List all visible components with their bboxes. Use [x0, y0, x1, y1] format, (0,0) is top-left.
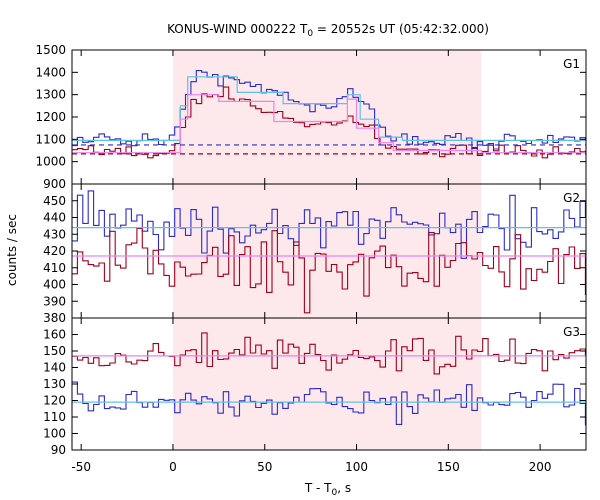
y-tick-label: 130 — [43, 377, 66, 391]
x-tick-label: 50 — [257, 460, 272, 474]
y-tick-label: 440 — [43, 211, 66, 225]
y-tick-label: 410 — [43, 261, 66, 275]
pink-fit-g1 — [72, 94, 586, 154]
x-tick-label: 200 — [529, 460, 552, 474]
y-tick-label: 1500 — [35, 43, 66, 57]
x-axis-label: T - T0, s — [304, 481, 351, 498]
red-light-curve-g2 — [72, 227, 586, 314]
panel-g2-plot — [72, 184, 586, 318]
panel-label-g3: G3 — [563, 325, 580, 339]
x-tick-label: 100 — [345, 460, 368, 474]
y-tick-label: 1000 — [35, 155, 66, 169]
y-tick-label: 1400 — [35, 65, 66, 79]
y-tick-label: 450 — [43, 194, 66, 208]
x-tick-label: 0 — [169, 460, 177, 474]
y-tick-label: 1200 — [35, 110, 66, 124]
panel-g1-plot — [72, 50, 586, 184]
y-tick-label: 400 — [43, 278, 66, 292]
y-axis-label: counts / sec — [5, 214, 19, 286]
x-tick-label: 150 — [437, 460, 460, 474]
trigger-interval-shading — [172, 184, 482, 318]
panel-label-g1: G1 — [563, 57, 580, 71]
y-tick-label: 110 — [43, 410, 66, 424]
y-tick-label: 900 — [43, 177, 66, 191]
trigger-interval-shading — [172, 318, 482, 450]
y-tick-label: 380 — [43, 311, 66, 325]
y-tick-label: 430 — [43, 227, 66, 241]
y-tick-label: 390 — [43, 294, 66, 308]
cyan-fit-g1 — [72, 76, 586, 141]
y-tick-label: 140 — [43, 361, 66, 375]
panel-label-g2: G2 — [563, 191, 580, 205]
panel-g3-plot — [72, 318, 586, 450]
y-tick-label: 420 — [43, 244, 66, 258]
chart-title: KONUS-WIND 000222 T0 = 20552s UT (05:42:… — [167, 22, 489, 39]
y-tick-label: 1300 — [35, 88, 66, 102]
panels-group: 900100011001200130014001500G138039040041… — [35, 43, 587, 474]
y-tick-label: 120 — [43, 394, 66, 408]
y-tick-label: 90 — [51, 443, 66, 457]
x-tick-label: -50 — [71, 460, 91, 474]
red-light-curve-g3 — [72, 332, 586, 375]
blue-light-curve-g2 — [72, 190, 586, 259]
y-tick-label: 150 — [43, 344, 66, 358]
y-tick-label: 1100 — [35, 132, 66, 146]
blue-light-curve-g3 — [72, 381, 586, 426]
trigger-interval-shading — [172, 50, 482, 184]
red-light-curve-g1 — [72, 86, 586, 159]
y-tick-label: 100 — [43, 427, 66, 441]
y-tick-label: 160 — [43, 328, 66, 342]
